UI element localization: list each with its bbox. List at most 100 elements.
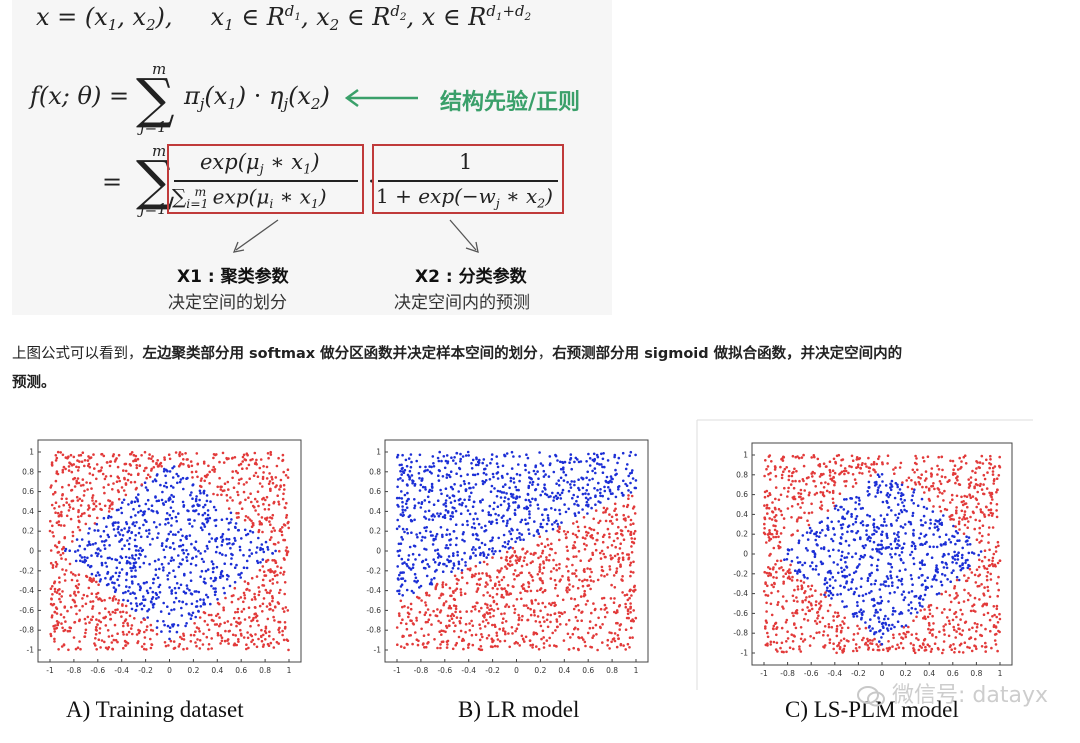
blue-point <box>507 540 511 543</box>
red-point <box>844 484 847 488</box>
red-point <box>455 587 459 590</box>
red-point <box>861 638 864 642</box>
red-point <box>825 489 829 493</box>
blue-point <box>151 590 155 594</box>
red-point <box>917 476 920 479</box>
red-point <box>486 583 489 586</box>
red-point <box>963 523 967 527</box>
blue-point <box>518 455 521 458</box>
red-point <box>791 594 795 598</box>
red-point <box>103 598 106 602</box>
red-point <box>223 489 226 492</box>
blue-point <box>424 529 428 533</box>
red-point <box>984 645 987 649</box>
red-point <box>78 640 81 643</box>
red-point <box>69 517 73 521</box>
blue-point <box>476 534 479 537</box>
red-point <box>273 619 276 622</box>
red-point <box>970 649 974 653</box>
red-point <box>125 611 128 614</box>
red-point <box>546 543 550 547</box>
red-point <box>277 541 280 544</box>
red-point <box>539 555 543 558</box>
blue-point <box>94 574 98 577</box>
blue-point <box>569 453 573 456</box>
blue-point <box>436 499 440 502</box>
red-point <box>764 593 768 597</box>
red-point <box>147 457 151 460</box>
red-point <box>86 508 90 511</box>
blue-point <box>514 540 517 544</box>
red-point <box>968 628 971 631</box>
blue-point <box>463 498 466 502</box>
red-point <box>252 616 255 620</box>
red-point <box>282 492 285 496</box>
blue-point <box>909 553 912 557</box>
blue-point <box>828 584 832 588</box>
red-point <box>88 472 92 475</box>
red-point <box>67 465 71 468</box>
red-point <box>625 616 629 620</box>
blue-point <box>518 495 521 499</box>
blue-point <box>585 504 588 507</box>
blue-point <box>882 583 885 586</box>
red-point <box>260 634 263 638</box>
blue-point <box>211 562 215 566</box>
red-point <box>913 471 916 474</box>
blue-point <box>524 464 527 467</box>
red-point <box>924 617 927 621</box>
blue-point <box>817 535 821 538</box>
red-point <box>242 607 246 611</box>
red-point <box>424 645 428 649</box>
blue-point <box>893 625 896 629</box>
red-point <box>886 462 889 465</box>
blue-point <box>426 495 430 499</box>
red-point <box>592 528 596 532</box>
red-point <box>264 517 267 520</box>
blue-point <box>803 561 807 565</box>
blue-point <box>163 555 167 559</box>
blue-point <box>628 454 631 457</box>
blue-point <box>193 519 196 522</box>
blue-point <box>403 493 407 497</box>
blue-point <box>221 540 224 543</box>
red-point <box>526 618 529 622</box>
red-point <box>520 564 524 568</box>
red-point <box>935 606 939 610</box>
blue-point <box>878 640 881 643</box>
red-point <box>54 565 58 568</box>
red-point <box>941 492 944 495</box>
blue-point <box>519 520 522 524</box>
blue-point <box>74 559 78 563</box>
red-point <box>774 474 778 478</box>
red-point <box>151 455 154 458</box>
red-point <box>775 633 778 637</box>
blue-point <box>910 498 914 502</box>
blue-point <box>868 574 872 577</box>
red-point <box>814 603 818 607</box>
blue-point <box>547 519 550 522</box>
blue-point <box>866 576 870 580</box>
blue-point <box>209 577 213 580</box>
red-point <box>992 482 995 485</box>
blue-point <box>867 480 871 484</box>
blue-point <box>900 593 904 596</box>
blue-point <box>879 514 883 517</box>
red-point <box>81 451 85 454</box>
blue-point <box>218 551 222 555</box>
red-point <box>61 551 65 555</box>
blue-point <box>221 532 225 536</box>
red-point <box>271 578 275 581</box>
red-point <box>809 635 812 638</box>
blue-point <box>128 526 131 529</box>
red-point <box>114 611 117 615</box>
red-point <box>628 563 632 567</box>
blue-point <box>142 523 145 527</box>
blue-point <box>492 552 496 556</box>
blue-point <box>112 586 116 589</box>
red-point <box>271 582 275 585</box>
red-point <box>963 513 966 516</box>
red-point <box>274 559 277 563</box>
red-point <box>457 578 460 582</box>
blue-point <box>524 522 528 526</box>
